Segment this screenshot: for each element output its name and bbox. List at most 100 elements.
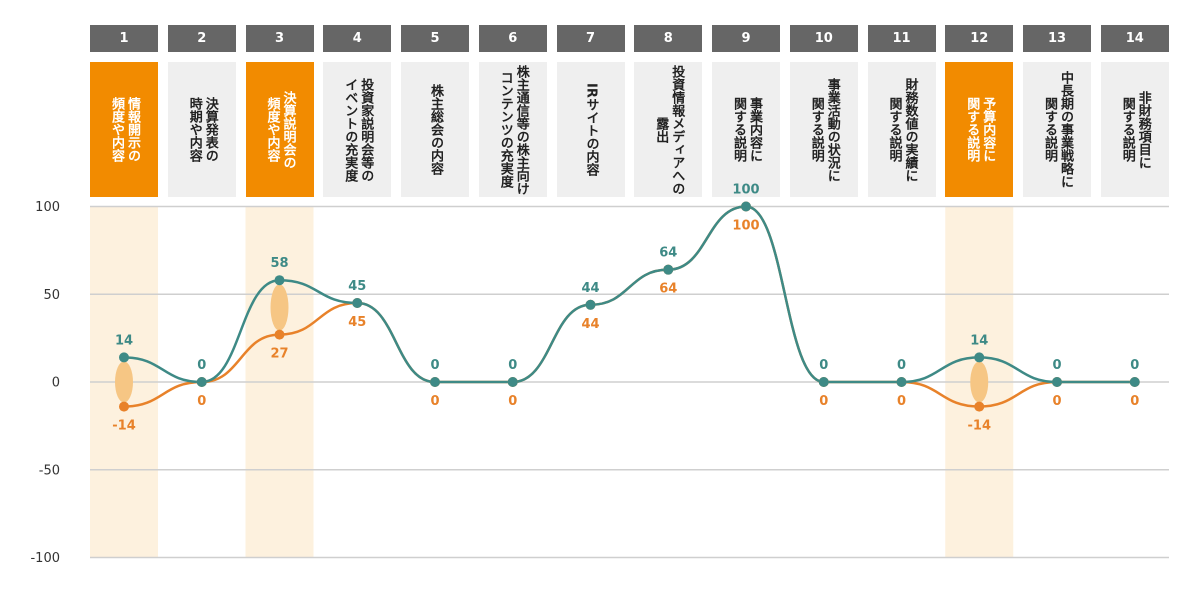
data-label: 0 bbox=[897, 394, 906, 409]
category-label-text: 事業活動の状況に 関する説明 bbox=[808, 78, 840, 182]
category-label-text: 投資情報メディアへの 露出 bbox=[652, 65, 684, 195]
data-point bbox=[974, 352, 985, 363]
gap-marker bbox=[270, 284, 289, 331]
data-point bbox=[507, 377, 518, 387]
category-label-text: 予算内容に 関する説明 bbox=[963, 97, 995, 162]
data-point bbox=[974, 401, 985, 412]
data-label: 64 bbox=[659, 282, 677, 297]
category-label-line: IRサイトの内容 bbox=[583, 83, 599, 176]
category-label-line: 非財務項目に bbox=[1135, 90, 1151, 169]
category-label-text: 決算説明会の 頻度や内容 bbox=[264, 91, 296, 169]
category-label-line: 関する説明 bbox=[1119, 97, 1135, 162]
category-label-text: 財務数値の実績に 関する説明 bbox=[886, 78, 918, 182]
data-label: 27 bbox=[270, 347, 288, 362]
data-point bbox=[274, 275, 285, 286]
category-number-2: 2 bbox=[167, 25, 236, 52]
category-label-line: 決算説明会の bbox=[280, 90, 296, 169]
data-label: 0 bbox=[197, 394, 206, 409]
category-label-line: 頻度や内容 bbox=[109, 97, 124, 162]
category-label-text: IRサイトの内容 bbox=[583, 83, 599, 176]
data-label: 0 bbox=[430, 358, 439, 373]
category-label-line: 財務数値の実績に bbox=[902, 77, 918, 182]
category-label-line: 予算内容に bbox=[980, 97, 996, 162]
data-label: 45 bbox=[348, 279, 366, 294]
category-number-5: 5 bbox=[401, 25, 469, 52]
data-label: 44 bbox=[581, 317, 599, 332]
data-point bbox=[1052, 377, 1062, 387]
data-label: 64 bbox=[659, 246, 677, 261]
category-label-text: 株主通信等の株主向け コンテンツの充実度 bbox=[497, 65, 529, 195]
data-label: 0 bbox=[1052, 394, 1061, 409]
category-number-4: 4 bbox=[323, 25, 392, 52]
data-point bbox=[119, 401, 129, 412]
category-label-line: 株主通信等の株主向け bbox=[513, 64, 529, 195]
category-label-line: コンテンツの充実度 bbox=[497, 71, 513, 188]
category-label-line: 時期や内容 bbox=[186, 97, 202, 162]
data-label: 58 bbox=[270, 256, 288, 271]
category-label-text: 決算発表の 時期や内容 bbox=[186, 97, 218, 162]
data-label: -14 bbox=[112, 419, 136, 434]
data-point bbox=[741, 201, 751, 212]
y-tick-label: -50 bbox=[39, 463, 60, 478]
data-point bbox=[274, 329, 285, 340]
category-label-line: 決算発表の bbox=[202, 97, 218, 162]
category-label-line: 投資情報メディアへの bbox=[669, 64, 685, 195]
category-label-text: 事業内容に 関する説明 bbox=[730, 97, 762, 162]
category-label-line: 関する説明 bbox=[1042, 97, 1057, 162]
data-point bbox=[196, 377, 207, 387]
gap-marker bbox=[970, 361, 989, 403]
y-axis: 100 50 0 -50 -100 bbox=[30, 200, 60, 566]
category-label-line: 関する説明 bbox=[886, 97, 902, 162]
y-tick-label: 100 bbox=[35, 200, 60, 215]
category-number-1: 1 bbox=[90, 25, 158, 52]
category-label-10: 事業活動の状況に 関する説明 bbox=[789, 62, 858, 197]
gap-marker bbox=[115, 361, 133, 403]
y-tick-label: -100 bbox=[30, 551, 60, 566]
data-points bbox=[119, 201, 1140, 412]
data-label: 0 bbox=[508, 394, 517, 409]
category-label-9: 事業内容に 関する説明 bbox=[712, 62, 780, 197]
data-label: -14 bbox=[968, 419, 992, 434]
category-number-11: 11 bbox=[867, 25, 936, 52]
category-number-8: 8 bbox=[634, 25, 703, 52]
category-number-3: 3 bbox=[245, 25, 314, 52]
y-tick-label: 50 bbox=[43, 288, 60, 303]
category-label-line: 関する説明 bbox=[808, 97, 824, 162]
data-labels: -14 0 27 45 0 0 44 64 100 0 0 -14 0 0 14 0 58 45 0 0 44 64 100… bbox=[112, 183, 1139, 434]
category-number-12: 12 bbox=[945, 25, 1014, 52]
category-label-14: 非財務項目に 関する説明 bbox=[1100, 62, 1169, 197]
category-label-line: 関する説明 bbox=[964, 97, 980, 162]
category-label-line: イベントの充実度 bbox=[342, 77, 358, 182]
category-label-line: 株主総会の内容 bbox=[428, 84, 443, 175]
category-label-line: 頻度や内容 bbox=[264, 97, 280, 162]
category-label-6: 株主通信等の株主向け コンテンツの充実度 bbox=[478, 62, 547, 197]
category-number-9: 9 bbox=[712, 25, 780, 52]
category-label-line: 情報開示の bbox=[125, 97, 140, 162]
category-label-line: 事業活動の状況に bbox=[824, 77, 840, 182]
data-point bbox=[352, 298, 363, 309]
data-label: 0 bbox=[508, 358, 517, 373]
category-number-7: 7 bbox=[556, 25, 625, 52]
data-point bbox=[430, 377, 440, 387]
category-label-7: IRサイトの内容 bbox=[556, 62, 625, 197]
category-label-text: 情報開示の 頻度や内容 bbox=[108, 97, 140, 162]
category-label-line: 事業内容に bbox=[747, 97, 762, 162]
data-label: 0 bbox=[1130, 394, 1139, 409]
data-label: 0 bbox=[897, 358, 906, 373]
gap-markers bbox=[115, 284, 989, 403]
data-label: 14 bbox=[115, 333, 133, 348]
category-label-text: 中長期の事業戦略に 関する説明 bbox=[1041, 71, 1073, 188]
category-label-3: 決算説明会の 頻度や内容 bbox=[245, 62, 314, 197]
category-label-line: 関する説明 bbox=[731, 97, 746, 162]
category-number-10: 10 bbox=[789, 25, 858, 52]
data-label: 100 bbox=[732, 183, 759, 198]
category-number-6: 6 bbox=[478, 25, 547, 52]
category-label-text: 株主総会の内容 bbox=[427, 84, 443, 175]
category-label-line: 投資家説明会等の bbox=[358, 77, 374, 182]
data-point bbox=[818, 377, 829, 387]
category-label-1: 情報開示の 頻度や内容 bbox=[90, 62, 158, 197]
data-label: 100 bbox=[732, 219, 759, 234]
category-label-text: 非財務項目に 関する説明 bbox=[1119, 91, 1151, 169]
category-label-11: 財務数値の実績に 関する説明 bbox=[867, 62, 936, 197]
